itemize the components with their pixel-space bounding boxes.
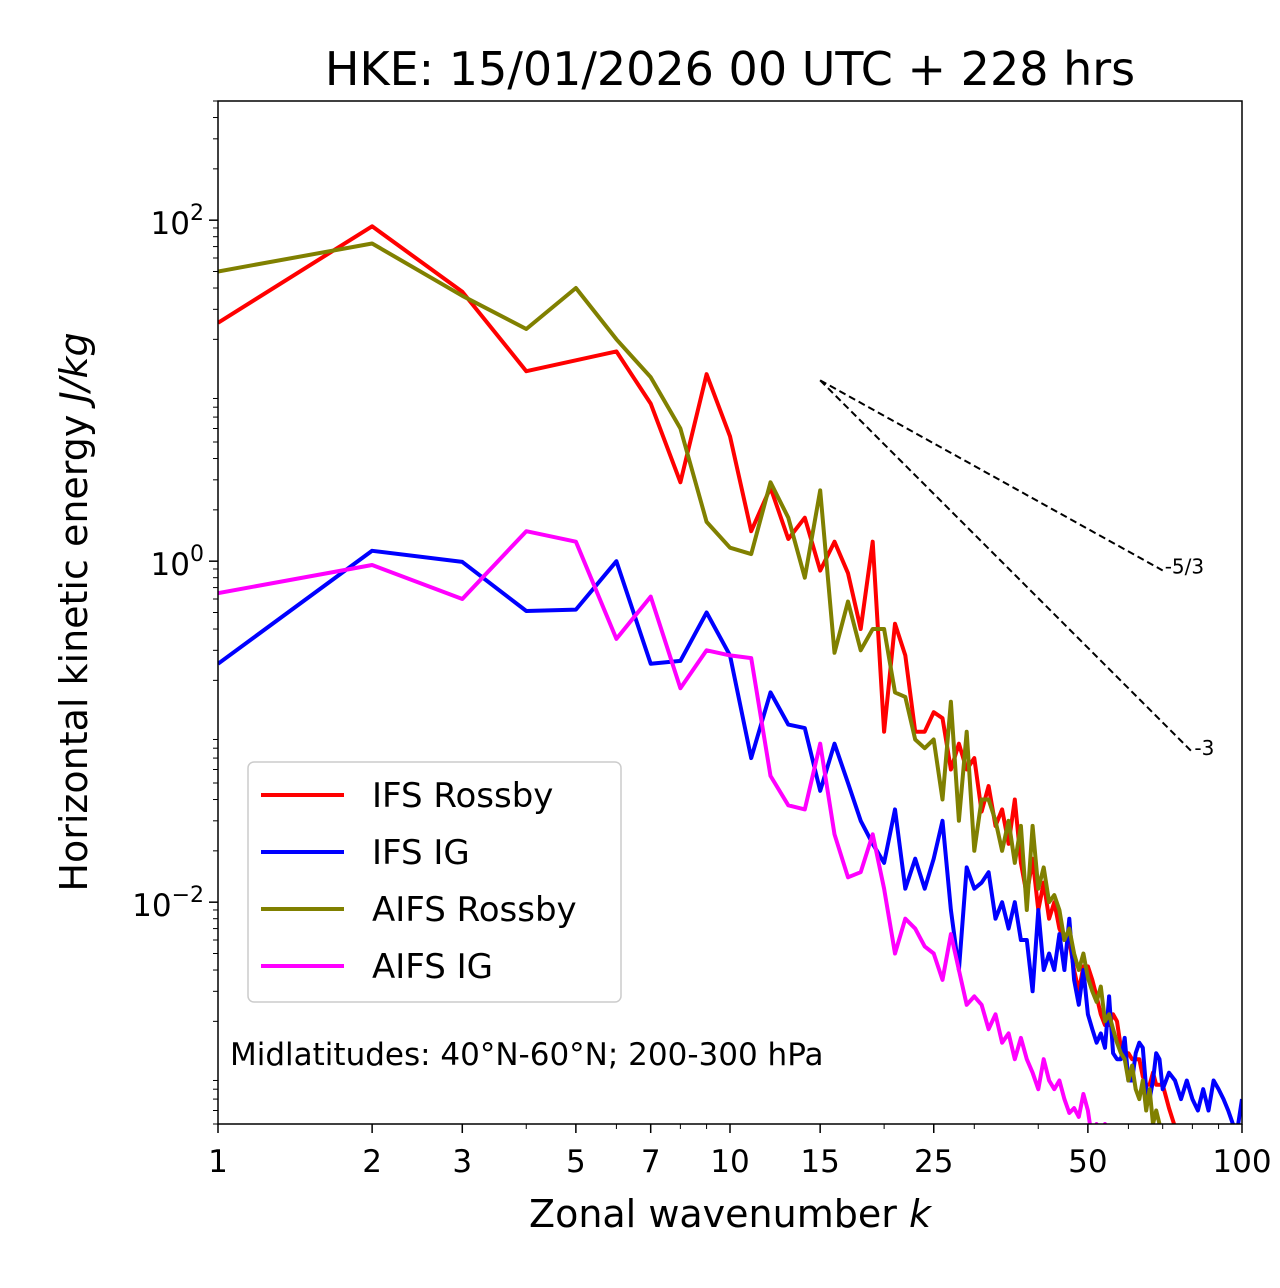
x-tick-label: 50 — [1068, 1144, 1107, 1180]
y-axis-label: Horizontal kinetic energy J/kg — [52, 332, 96, 891]
x-tick-label: 7 — [641, 1144, 661, 1180]
x-tick-label: 5 — [566, 1144, 586, 1180]
series-line-aifs-rossby — [218, 241, 1162, 1124]
legend: IFS Rossby IFS IG AIFS Rossby AIFS IG — [247, 761, 622, 1003]
legend-label: IFS Rossby — [372, 776, 553, 816]
x-tick-label: 3 — [452, 1144, 472, 1180]
x-tick-label: 10 — [710, 1144, 749, 1180]
region-annotation: Midlatitudes: 40°N-60°N; 200-300 hPa — [230, 1037, 824, 1073]
legend-label: IFS IG — [372, 833, 470, 873]
y-tick-label: 10−2 — [132, 883, 204, 924]
x-tick-label: 15 — [800, 1144, 839, 1180]
legend-label: AIFS IG — [372, 947, 493, 987]
x-tick-label: 25 — [914, 1144, 953, 1180]
legend-box — [247, 761, 622, 1003]
legend-label: AIFS Rossby — [372, 890, 577, 930]
minor-ticks — [213, 100, 1220, 1129]
slope-label: -5/3 — [1165, 554, 1204, 578]
x-axis-ticks: 1 2 3 5 7 10 15 25 50 100 — [208, 1124, 1272, 1180]
reference-slopes: -5/3 -3 — [819, 379, 1214, 760]
series-layer — [218, 224, 1242, 1124]
x-axis-label: Zonal wavenumber k — [529, 1192, 933, 1236]
chart-title: HKE: 15/01/2026 00 UTC + 228 hrs — [325, 42, 1135, 96]
x-tick-label: 100 — [1212, 1144, 1271, 1180]
series-line-aifs-ig — [218, 529, 1108, 1124]
y-axis-ticks: 102 100 10−2 — [132, 201, 218, 924]
series-line-ifs-ig — [218, 548, 1242, 1124]
x-tick-label: 2 — [362, 1144, 382, 1180]
x-tick-label: 1 — [208, 1144, 228, 1180]
slope-label: -3 — [1194, 736, 1214, 760]
y-tick-label: 100 — [151, 542, 204, 583]
y-tick-label: 102 — [151, 201, 204, 242]
series-line-ifs-rossby — [218, 224, 1177, 1124]
plot-frame — [217, 100, 1243, 1125]
